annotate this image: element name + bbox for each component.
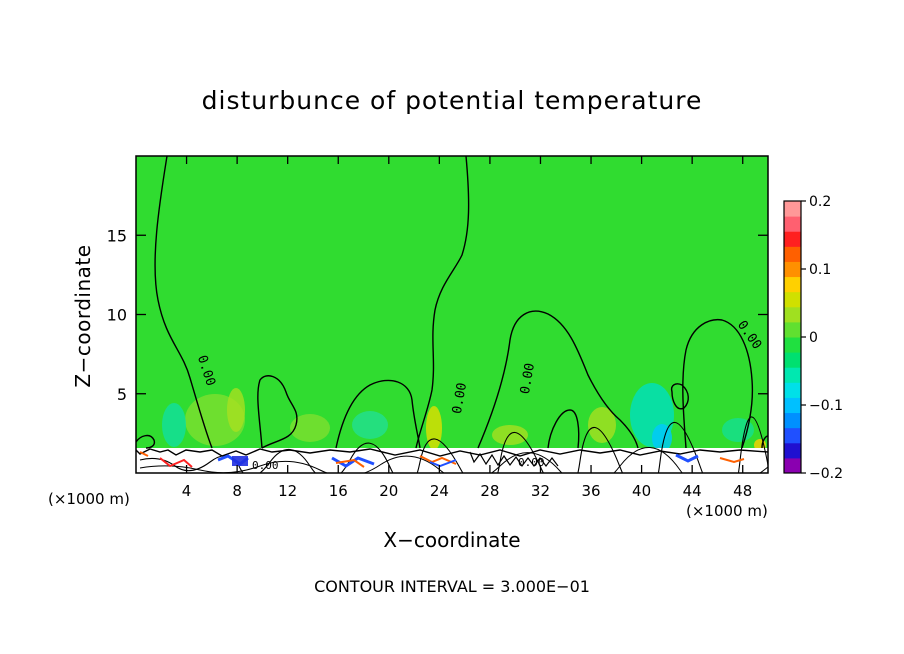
colorbar-swatch (784, 367, 801, 383)
colorbar-swatch (784, 457, 801, 474)
x-tick-label: 40 (632, 482, 651, 500)
x-unit-label-left: (×1000 m) (48, 490, 130, 508)
x-axis-label: X−coordinate (383, 528, 521, 552)
field-layer: 0.00 0.00 0.00 0.00 0.00 0.00 (136, 156, 768, 473)
x-unit-label-right: (×1000 m) (686, 502, 768, 520)
chart-title: disturbunce of potential temperature (201, 86, 703, 115)
x-tick-label: 16 (329, 482, 348, 500)
colorbar-swatch (784, 412, 801, 429)
colorbar-tick-label: 0 (809, 330, 818, 346)
colorbar-swatch (784, 427, 801, 444)
x-tick-label: 24 (430, 482, 449, 500)
colorbar-swatch (784, 306, 801, 323)
colorbar-swatch (784, 291, 801, 308)
colorbar-tick-label: −0.1 (809, 398, 843, 414)
colorbar-swatch (784, 397, 801, 414)
colorbar-swatch (784, 352, 801, 368)
x-tick-label: 28 (480, 482, 499, 500)
colorbar-swatch (784, 276, 801, 293)
colorbar-swatch (784, 216, 801, 232)
contour-labels: 0.00 0.00 0.00 0.00 0.00 0.00 (194, 318, 764, 472)
x-tick-label: 44 (683, 482, 702, 500)
y-tick-label: 5 (117, 385, 127, 404)
colorbar-swatch (784, 337, 801, 353)
contour-label: 0.00 (518, 362, 538, 395)
colorbar-tick-label: 0.1 (809, 262, 831, 278)
contour-label: 0.00 (518, 456, 545, 469)
x-tick-label: 36 (581, 482, 600, 500)
x-tick-label: 4 (182, 482, 192, 500)
contour-lines (136, 156, 768, 449)
colorbar-tick-label: −0.2 (809, 466, 843, 482)
contour-interval-note: CONTOUR INTERVAL = 3.000E−01 (314, 577, 590, 596)
colorbar-tick-label: 0.2 (809, 194, 831, 210)
x-tick-label: 8 (232, 482, 242, 500)
x-tick-label: 48 (733, 482, 752, 500)
x-tick-label: 32 (531, 482, 550, 500)
contour-label: 0.00 (252, 459, 279, 472)
colorbar-swatch (784, 442, 801, 459)
x-tick-label: 12 (278, 482, 297, 500)
colorbar-swatch (784, 246, 801, 262)
colorbar: 0.2 0.1 0 −0.1 −0.2 (783, 194, 843, 482)
x-tick-label: 20 (379, 482, 398, 500)
colorbar-swatch (784, 321, 801, 338)
colorbar-swatch (784, 261, 801, 278)
y-tick-label: 15 (107, 226, 127, 245)
colorbar-swatch (784, 231, 801, 247)
colorbar-swatch (784, 382, 801, 398)
y-tick-label: 10 (107, 306, 127, 325)
colorbar-swatch (784, 201, 801, 217)
contour-label: 0.00 (450, 382, 470, 415)
